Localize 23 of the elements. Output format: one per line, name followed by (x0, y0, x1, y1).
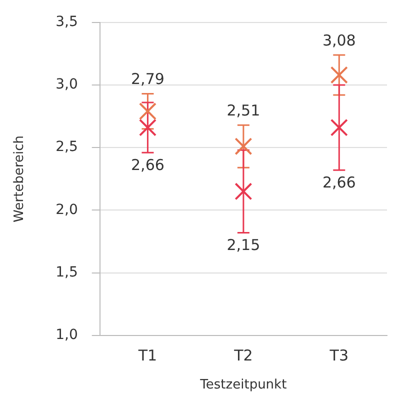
point (234, 182, 252, 200)
y-tick-label: 2,0 (56, 202, 78, 218)
data-label: 2,66 (322, 174, 356, 192)
x-tick-label: T3 (328, 346, 349, 364)
data-label: 2,51 (226, 101, 260, 120)
y-tick-label: 1,5 (56, 264, 78, 280)
x-tick-label: T1 (137, 346, 158, 364)
data-label: 2,79 (131, 70, 164, 88)
y-tick-label: 3,0 (56, 76, 78, 93)
y-tick-label: 3,5 (56, 14, 78, 30)
x-tick-label: T2 (233, 346, 253, 364)
point (138, 118, 156, 136)
point (330, 66, 348, 84)
point (138, 102, 156, 120)
point (234, 138, 252, 156)
y-tick-label: 1,0 (56, 327, 78, 344)
y-axis-title: Wertebereich (12, 135, 28, 222)
data-label: 2,15 (226, 236, 260, 254)
x-axis-title: Testzeitpunkt (199, 378, 287, 393)
point (330, 118, 348, 136)
data-label: 2,66 (131, 156, 164, 174)
data-label: 3,08 (322, 31, 356, 50)
y-tick-label: 2,5 (56, 139, 78, 156)
